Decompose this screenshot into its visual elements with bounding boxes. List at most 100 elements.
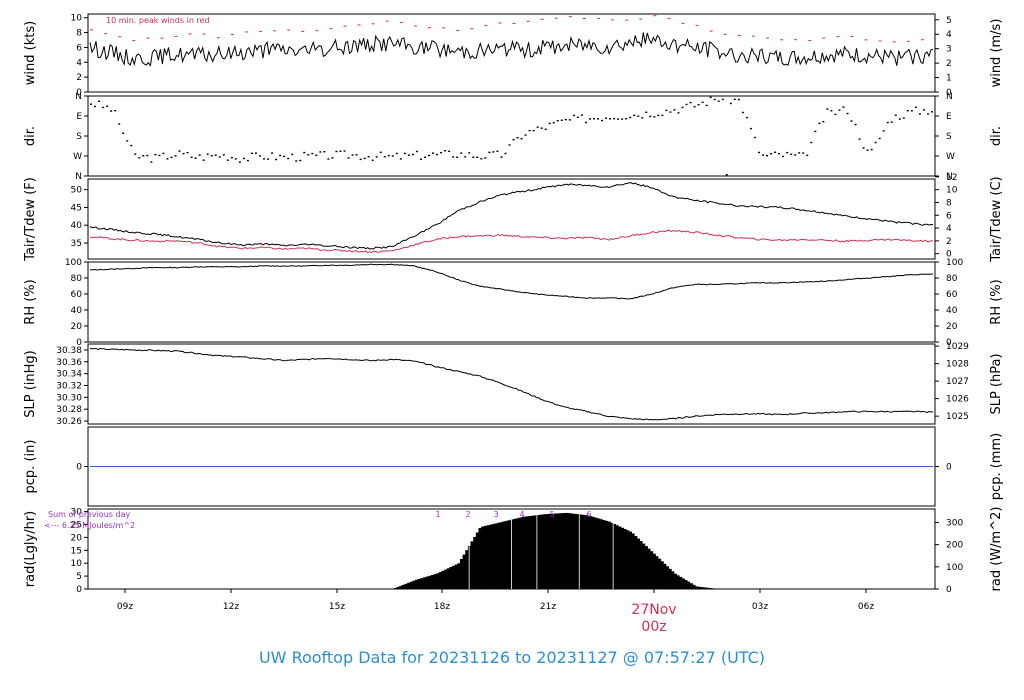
radiation-bar: [407, 582, 411, 589]
right-axis-label: RH (%): [989, 279, 1004, 324]
hour-mark: 6: [586, 510, 591, 519]
radiation-bar: [607, 521, 611, 589]
right-tick-label: 0: [946, 463, 952, 473]
x-tick-label: 21z: [540, 602, 556, 612]
radiation-bar: [465, 550, 469, 589]
left-tick-label: 30.30: [56, 393, 82, 403]
radiation-bar: [684, 580, 688, 589]
radiation-bar: [430, 574, 434, 589]
left-axis-label: pcp. (in): [23, 440, 38, 494]
left-tick-label: 20: [71, 533, 83, 543]
x-tick-label: 09z: [117, 602, 133, 612]
left-tick-label: 60: [71, 290, 83, 300]
radiation-bar: [700, 587, 704, 589]
radiation-bar: [592, 516, 596, 589]
left-tick-label: 100: [65, 258, 82, 268]
radiation-bar: [666, 566, 670, 589]
right-tick-label: 8: [946, 198, 952, 208]
radiation-bar: [404, 583, 408, 589]
radiation-bar: [399, 585, 403, 589]
radiation-bar: [615, 525, 619, 589]
radiation-bar: [711, 588, 714, 589]
left-tick-label: 30.36: [56, 358, 82, 368]
left-axis-label: dir.: [23, 126, 38, 146]
left-tick-label: 10: [71, 14, 83, 24]
radiation-bar: [655, 556, 659, 589]
left-tick-label: 30.34: [56, 370, 82, 380]
right-tick-label: 0: [946, 585, 952, 595]
left-tick-label: 5: [76, 572, 82, 582]
left-tick-label: 80: [71, 274, 83, 284]
panel-frame: [87, 261, 936, 343]
right-tick-label: 2: [946, 59, 952, 69]
left-tick-label: 8: [76, 29, 82, 39]
left-tick-label: 50: [71, 186, 83, 196]
radiation-bar: [526, 516, 529, 589]
radiation-bar: [623, 529, 627, 589]
radiation-bar: [449, 567, 453, 589]
left-axis-label: wind (kts): [23, 21, 38, 85]
radiation-bar: [401, 584, 405, 589]
footer-suffix: 20231127 @ 07:57:27: [536, 648, 716, 667]
radiation-bar: [674, 573, 677, 589]
radiation-bar: [491, 524, 495, 589]
radiation-bar: [560, 513, 564, 589]
radiation-bar: [634, 536, 638, 589]
radiation-bar: [473, 536, 477, 589]
radiation-bar: [570, 513, 574, 589]
radiation-bar: [444, 569, 448, 589]
peak-wind-annotation: 10 min. peak winds in red: [106, 16, 210, 25]
radiation-bar: [452, 565, 455, 589]
radiation-bar: [533, 515, 537, 589]
radiation-bar: [581, 514, 585, 589]
radiation-bar: [695, 586, 699, 589]
series-line: [89, 263, 934, 300]
right-tick-label: 60: [946, 290, 958, 300]
radiation-bar: [446, 568, 450, 589]
daily-sum-label: Sum of previous day: [48, 510, 130, 519]
radiation-bar: [433, 574, 437, 589]
radiation-bar: [470, 541, 474, 589]
radiation-bar: [703, 587, 707, 589]
left-axis-label: RH (%): [23, 279, 38, 324]
radiation-bar: [496, 522, 500, 589]
right-tick-label: E: [946, 112, 952, 122]
right-tick-label: 6: [946, 211, 952, 221]
panel-frame: [87, 178, 936, 260]
right-tick-label: 5: [946, 16, 952, 26]
right-tick-label: W: [946, 152, 955, 162]
radiation-bar: [531, 515, 535, 589]
left-tick-label: 20: [71, 322, 83, 332]
left-tick-label: 4: [76, 58, 82, 68]
radiation-bar: [412, 580, 416, 589]
right-axis-label: rad (W/m^2): [989, 507, 1004, 592]
radiation-bar: [626, 530, 630, 589]
radiation-bar: [652, 553, 656, 589]
radiation-bar: [578, 514, 582, 589]
left-tick-label: 0: [76, 338, 82, 348]
right-tick-label: 4: [946, 224, 952, 234]
daily-sum-value: <--- 6.25 MJoules/m^2: [44, 521, 135, 530]
radiation-bar: [486, 525, 490, 589]
hour-mark: 2: [465, 510, 470, 519]
radiation-bar: [478, 528, 482, 589]
radiation-bar: [502, 521, 506, 589]
radiation-bar: [459, 559, 463, 589]
radiation-bar: [658, 558, 662, 589]
radiation-bar: [584, 515, 588, 589]
left-tick-label: 2: [76, 73, 82, 83]
left-axis-label: rad(Lgly/hr): [23, 511, 38, 587]
left-tick-label: 30: [71, 508, 83, 518]
radiation-bar: [523, 516, 527, 589]
hour-mark: 5: [549, 510, 554, 519]
radiation-bar: [660, 561, 664, 589]
right-tick-label: 200: [946, 541, 963, 551]
radiation-bar: [555, 513, 559, 589]
radiation-bar: [420, 578, 424, 589]
left-tick-label: E: [76, 112, 82, 122]
radiation-bar: [605, 520, 609, 589]
radiation-bar: [671, 571, 675, 589]
panel-wind: wind (kts) wind (m/s) 0 2 4 6 8 10 0 1 2 3 4 5 10 min.…: [23, 13, 1004, 98]
